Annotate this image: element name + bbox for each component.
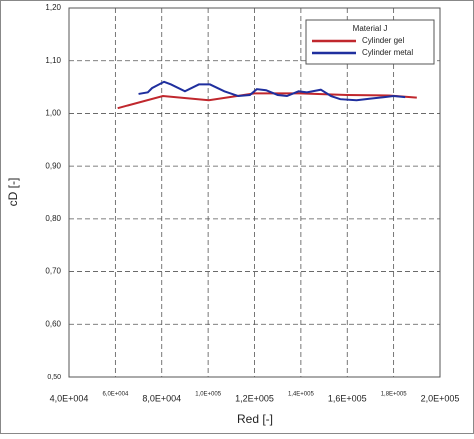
data-line [117,92,417,110]
y-tick-label: 1,00 [45,109,61,118]
y-tick-label: 0,60 [45,319,61,328]
x-tick-label: 1,6E+005 [328,393,367,403]
legend-title: Material J [353,24,388,33]
x-tick-label: 4,0E+004 [50,393,89,403]
y-axis-label: cD [-] [6,178,20,207]
x-tick-label: 2,0E+005 [421,393,460,403]
x-tick-label: 1,2E+005 [235,393,274,403]
y-tick-label: 0,90 [45,161,61,170]
legend-label: Cylinder metal [362,48,413,57]
y-tick-label: 0,70 [45,267,61,276]
x-tick-label: 1,4E+005 [288,392,315,398]
legend-label: Cylinder gel [362,36,404,45]
x-tick-label: 1,0E+005 [195,392,222,398]
x-tick-label: 1,8E+005 [381,392,408,398]
x-axis-label: Red [-] [237,412,273,426]
y-tick-label: 1,20 [45,3,61,12]
y-tick-label: 1,10 [45,56,61,65]
y-tick-label: 0,50 [47,374,61,381]
x-tick-label: 6,0E+004 [102,392,129,398]
data-line [138,80,406,102]
x-tick-label: 8,0E+004 [142,393,181,403]
y-tick-label: 0,80 [45,214,61,223]
